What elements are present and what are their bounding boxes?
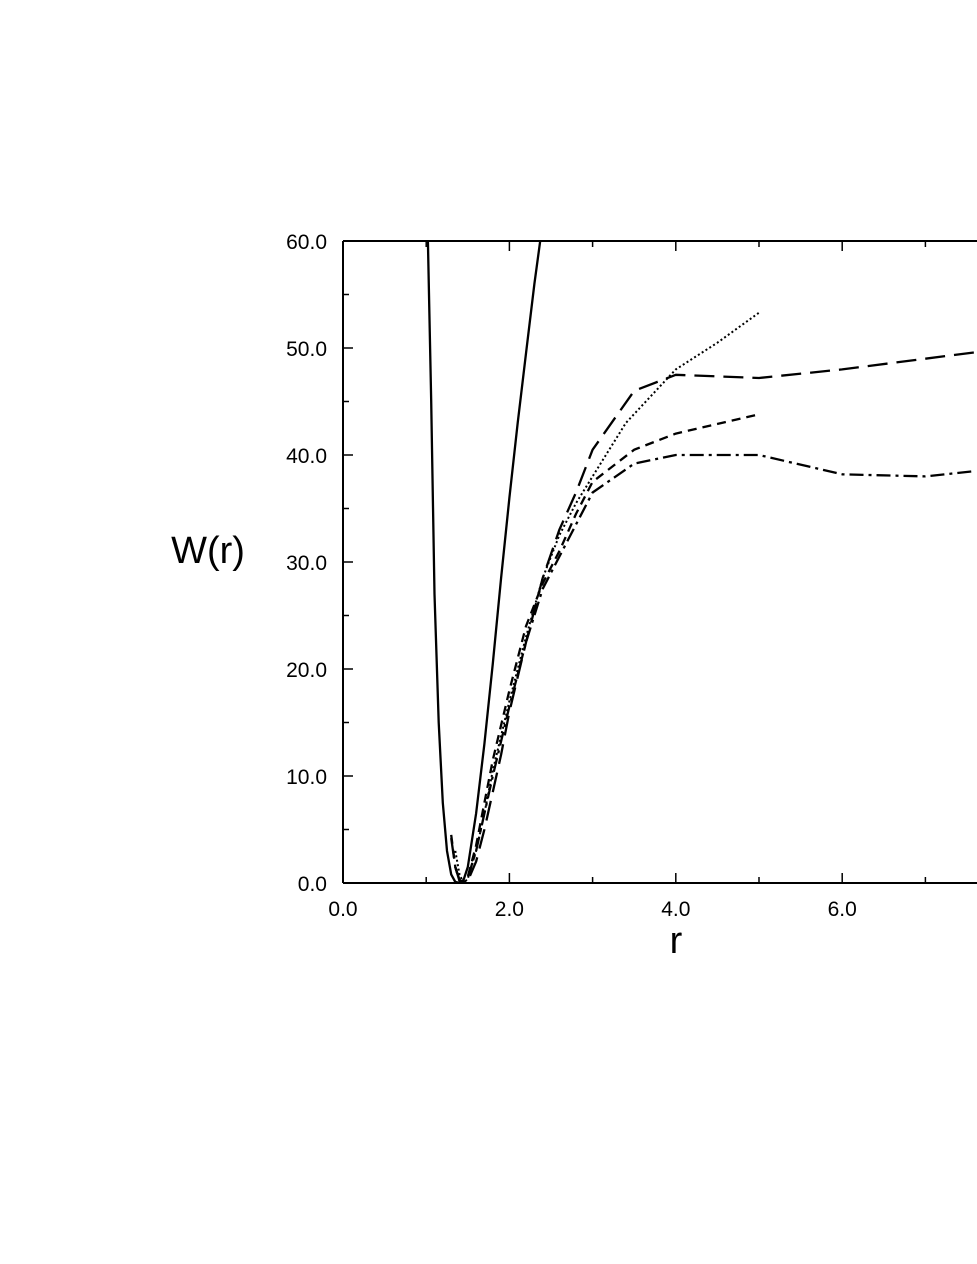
- axes: [342, 240, 977, 884]
- y-tick-label: 50.0: [286, 338, 327, 361]
- series-line-long-dash-2: [450, 350, 977, 883]
- y-tick-label: 40.0: [286, 445, 327, 468]
- series-line-dash-dot-5: [454, 453, 976, 883]
- series-group: [426, 241, 977, 883]
- series-line-short-dash-4: [450, 413, 760, 883]
- y-axis-title: W(r): [171, 530, 245, 572]
- series-line-solid-1: [426, 241, 542, 883]
- y-tick-label: 0.0: [298, 873, 327, 896]
- x-tick-label: 2.0: [495, 898, 524, 921]
- x-tick-label: 0.0: [328, 898, 357, 921]
- y-tick-label: 20.0: [286, 659, 327, 682]
- y-tick-label: 30.0: [286, 552, 327, 575]
- x-tick-label: 6.0: [828, 898, 857, 921]
- x-axis-title: r: [670, 920, 683, 962]
- tick-labels: 0.0 2.0 4.0 6.0 0.0 10.0 20.0 30.0 40.0 50.0 60.0: [286, 231, 857, 921]
- y-tick-label: 60.0: [286, 231, 327, 254]
- x-tick-label: 4.0: [661, 898, 690, 921]
- series-line-dotted-3: [454, 311, 760, 883]
- y-tick-label: 10.0: [286, 766, 327, 789]
